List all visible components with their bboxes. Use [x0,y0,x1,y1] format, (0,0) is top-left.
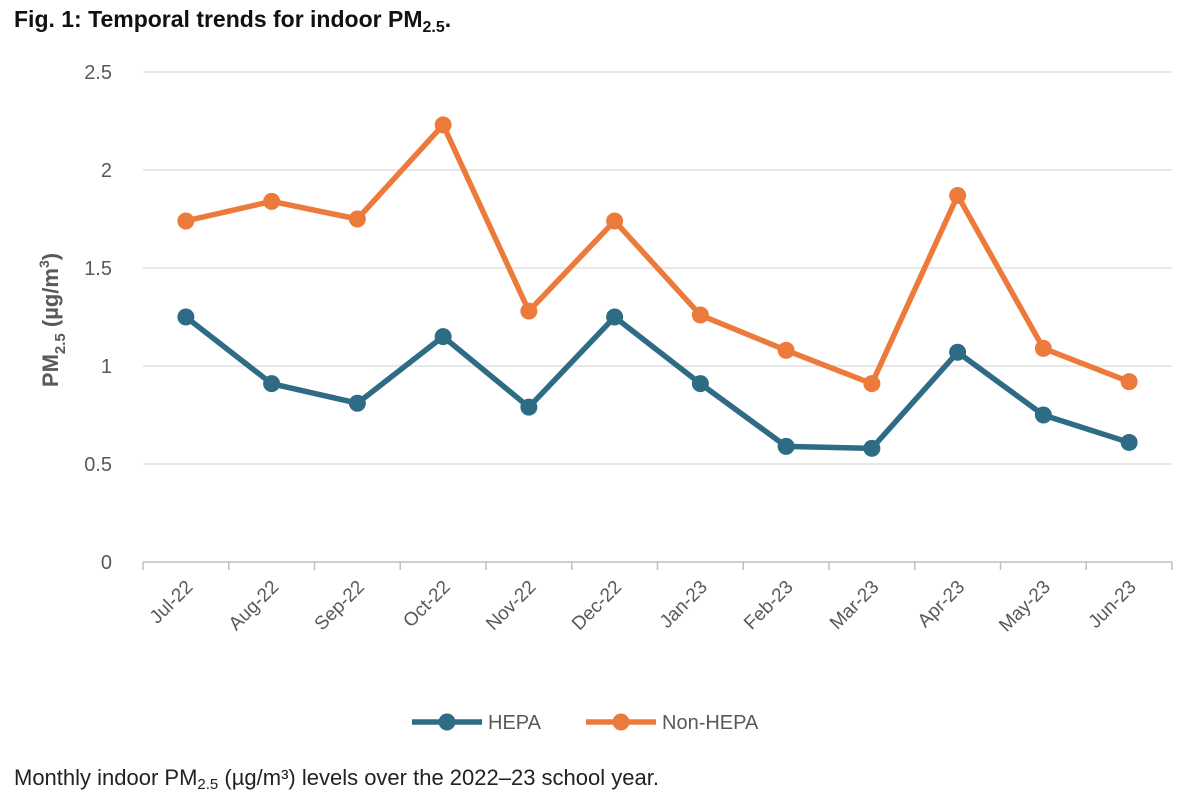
gridlines [143,71,1172,465]
x-tick-label: Feb-23 [740,577,797,634]
data-point-hepa [691,375,709,393]
series-lines [177,116,1138,457]
data-point-hepa [263,375,281,393]
x-tick-label: Dec-22 [568,577,626,635]
x-tick-label: Jul-22 [146,577,197,628]
figure-title: Fig. 1: Temporal trends for indoor PM2.5… [14,6,451,37]
data-point-non-hepa [777,341,795,359]
figure-title-period: . [444,6,452,32]
legend-label: HEPA [488,712,542,734]
data-point-non-hepa [348,210,366,228]
data-point-hepa [1034,406,1052,424]
data-point-non-hepa [1120,373,1138,391]
data-point-non-hepa [1034,339,1052,357]
data-point-hepa [606,308,624,326]
y-axis-label: PM2.5 (µg/m3) [36,253,69,387]
x-tick-label: May-23 [995,577,1055,637]
legend-label: Non-HEPA [662,712,759,734]
figure-title-text: Fig. 1: Temporal trends for indoor PM [14,6,423,32]
x-tick-label: Mar-23 [826,577,883,634]
y-tick-label: 0.5 [84,454,112,476]
data-point-hepa [1120,433,1138,451]
y-tick-label: 1.5 [84,258,112,280]
data-point-non-hepa [949,186,967,204]
x-tick-label: Apr-23 [914,577,969,632]
y-tick-label: 0 [101,552,112,574]
x-tick-label: Sep-22 [311,577,369,635]
legend-swatch-marker [438,713,456,731]
y-tick-label: 1 [101,356,112,378]
data-point-non-hepa [263,192,281,210]
data-point-hepa [520,398,538,416]
data-point-non-hepa [177,212,195,230]
legend-swatch-marker [612,713,630,731]
y-axis-ticks: 0 0.5 1 1.5 2 2.5 [84,62,112,574]
data-point-non-hepa [606,212,624,230]
data-point-hepa [863,439,881,457]
data-point-non-hepa [520,302,538,320]
series-line-non-hepa [185,122,1131,387]
x-tick-label: Aug-22 [225,577,283,635]
data-point-non-hepa [691,306,709,324]
data-point-non-hepa [434,116,452,134]
figure-title-subscript: 2.5 [422,19,445,36]
data-point-hepa [949,343,967,361]
x-tick-label: Jun-23 [1085,577,1141,633]
x-axis: Jul-22 Aug-22 Sep-22 Oct-22 Nov-22 Dec-22 Jan-… [142,561,1173,637]
y-tick-label: 2.5 [84,62,112,84]
x-tick-label: Jan-23 [656,577,712,633]
legend: HEPA Non-HEPA [412,712,759,734]
data-point-hepa [434,328,452,346]
data-point-hepa [348,394,366,412]
data-point-non-hepa [863,375,881,393]
x-tick-label: Oct-22 [399,577,454,632]
x-tick-label: Nov-22 [482,577,540,635]
data-point-hepa [777,437,795,455]
data-point-hepa [177,308,195,326]
series-line-hepa [184,314,1130,452]
y-tick-label: 2 [101,160,112,182]
figure-caption: Monthly indoor PM2.5 (µg/m³) levels over… [14,765,659,793]
